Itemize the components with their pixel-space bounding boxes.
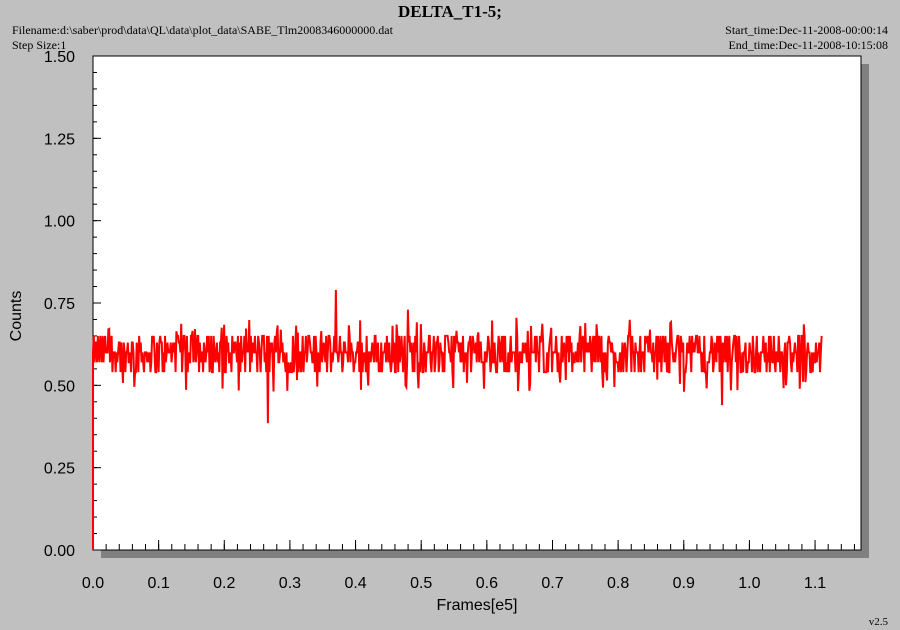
chart-title: DELTA_T1-5;	[398, 2, 502, 21]
x-tick-label: 0.9	[673, 575, 695, 592]
x-tick-label: 0.4	[344, 575, 366, 592]
filename-label: Filename:d:\saber\prod\data\QL\data\plot…	[12, 23, 393, 37]
x-tick-label: 0.8	[607, 575, 629, 592]
y-axis-label: Counts	[8, 291, 25, 342]
y-tick-label: 1.25	[44, 131, 75, 148]
start-time-label: Start_time:Dec-11-2008-00:00:14	[725, 23, 888, 37]
x-tick-label: 0.7	[541, 575, 563, 592]
y-tick-label: 1.00	[44, 214, 75, 231]
version-label: v2.5	[868, 616, 888, 628]
x-tick-label: 0.2	[213, 575, 235, 592]
y-tick-label: 0.50	[44, 378, 75, 395]
y-tick-label: 1.50	[44, 49, 75, 66]
y-tick-label: 0.75	[44, 296, 75, 313]
x-tick-label: 0.6	[476, 575, 498, 592]
x-tick-label: 1.1	[804, 575, 826, 592]
step-size-label: Step Size:1	[12, 38, 67, 52]
y-tick-label: 0.00	[44, 543, 75, 560]
y-tick-label: 0.25	[44, 461, 75, 478]
x-tick-label: 1.0	[738, 575, 760, 592]
series-line	[92, 289, 823, 550]
x-tick-label: 0.3	[279, 575, 301, 592]
x-tick-label: 0.1	[148, 575, 170, 592]
x-tick-label: 0.0	[82, 575, 104, 592]
x-tick-label: 0.5	[410, 575, 432, 592]
end-time-label: End_time:Dec-11-2008-10:15:08	[728, 38, 888, 52]
x-axis-label: Frames[e5]	[437, 597, 518, 614]
x-axis: 0.0 0.1 0.2 0.3 0.4 0.5 0.6 0.7 0.8 0.9 1.0 1.1	[82, 540, 855, 592]
y-axis: 0.00 0.25 0.50 0.75 1.00 1.25 1.50	[44, 49, 101, 560]
plot-area	[92, 55, 862, 551]
